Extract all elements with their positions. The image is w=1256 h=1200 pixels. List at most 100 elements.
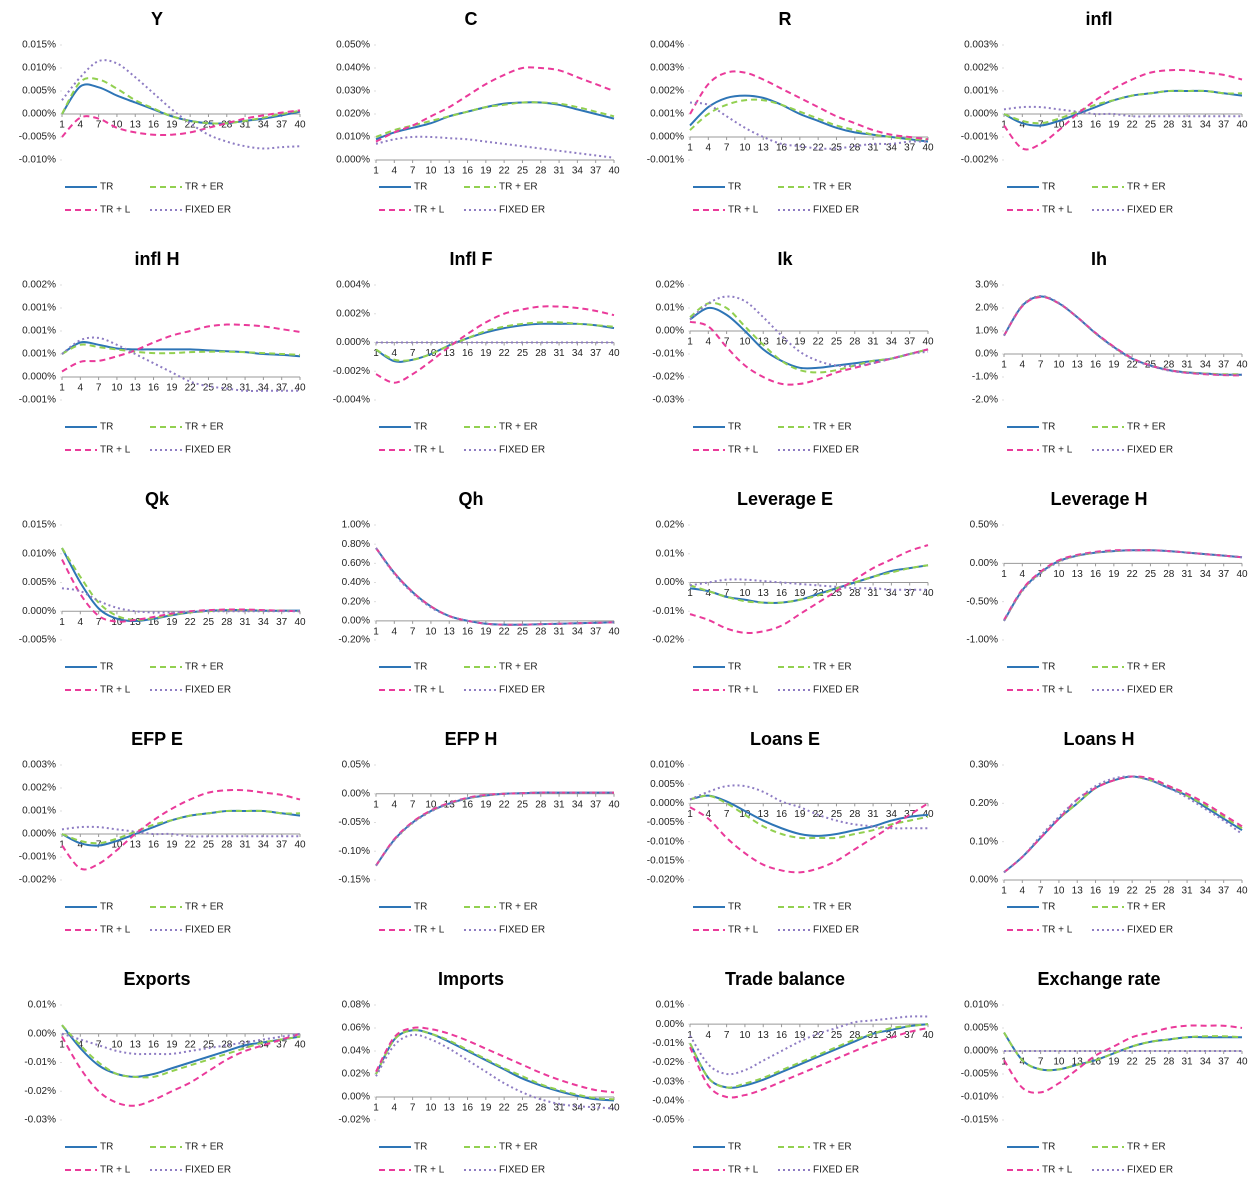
x-tick-label: 19	[794, 588, 806, 599]
series-line	[61, 323, 301, 373]
legend-label: TR + ER	[813, 662, 852, 673]
y-tick-label: 0.01%	[656, 548, 684, 559]
series-line	[689, 578, 928, 591]
series-line	[689, 70, 929, 141]
x-tick-label: 25	[203, 1039, 215, 1050]
y-tick-label: 0.015%	[22, 40, 56, 51]
x-tick-label: 10	[111, 1039, 123, 1050]
x-tick-label: 25	[831, 588, 843, 599]
y-tick-label: 0.01%	[656, 1000, 684, 1011]
legend-label: FIXED ER	[813, 925, 859, 936]
x-tick-label: 10	[425, 799, 437, 810]
x-tick-label: 4	[706, 143, 712, 154]
legend-label: TR + ER	[185, 662, 224, 673]
y-tick-label: -1.0%	[972, 372, 998, 383]
series-line	[689, 794, 929, 837]
legend-label: FIXED ER	[185, 445, 231, 456]
x-tick-label: 4	[78, 383, 84, 394]
legend-label: FIXED ER	[185, 1165, 231, 1176]
y-tick-label: -0.05%	[652, 1115, 684, 1126]
x-tick-label: 19	[480, 799, 492, 810]
y-tick-label: -0.02%	[652, 1057, 684, 1068]
legend-label: TR + L	[1042, 925, 1073, 936]
x-tick-label: 10	[1053, 120, 1065, 131]
series-line	[689, 101, 929, 150]
x-tick-label: 7	[1038, 360, 1044, 371]
y-tick-label: 0.05%	[342, 760, 370, 771]
y-tick-label: -0.015%	[961, 1115, 998, 1126]
legend-label: FIXED ER	[1127, 925, 1173, 936]
x-tick-label: 22	[813, 143, 825, 154]
x-tick-label: 1	[1001, 569, 1007, 580]
x-tick-label: 28	[1163, 569, 1175, 580]
x-tick-label: 1	[687, 809, 693, 820]
y-tick-label: -0.02%	[652, 372, 684, 383]
x-tick-label: 40	[1236, 569, 1248, 580]
legend-label: TR	[414, 902, 427, 913]
legend-label: TR	[414, 182, 427, 193]
x-tick-label: 13	[1072, 120, 1084, 131]
x-tick-label: 31	[1182, 1057, 1194, 1068]
y-tick-label: 0.004%	[650, 40, 684, 51]
x-tick-label: 40	[294, 1039, 306, 1050]
x-tick-label: 28	[1163, 360, 1175, 371]
y-tick-label: -0.01%	[652, 1038, 684, 1049]
x-tick-label: 16	[776, 337, 788, 348]
x-tick-label: 22	[185, 617, 197, 628]
x-tick-label: 13	[758, 1030, 770, 1041]
x-tick-label: 4	[78, 120, 84, 131]
x-tick-label: 10	[1053, 360, 1065, 371]
legend-label: FIXED ER	[813, 1165, 859, 1176]
chart-title: Imports	[438, 969, 504, 989]
y-tick-label: -0.004%	[333, 395, 370, 406]
x-tick-label: 4	[392, 348, 398, 359]
x-tick-label: 10	[111, 120, 123, 131]
chart-title: Exports	[123, 969, 190, 989]
x-tick-label: 22	[813, 1030, 825, 1041]
x-tick-label: 22	[499, 799, 511, 810]
series-line	[1003, 295, 1243, 377]
x-tick-label: 34	[1200, 569, 1212, 580]
legend-label: TR + L	[100, 1165, 131, 1176]
series-line	[689, 544, 929, 634]
x-tick-label: 16	[1090, 120, 1102, 131]
x-tick-label: 1	[59, 1039, 65, 1050]
x-tick-label: 22	[185, 1039, 197, 1050]
x-tick-label: 7	[1038, 1057, 1044, 1068]
y-tick-label: -0.02%	[652, 635, 684, 646]
x-tick-label: 40	[608, 1103, 620, 1114]
legend-label: TR	[414, 1142, 427, 1153]
y-tick-label: -0.03%	[652, 395, 684, 406]
x-tick-label: 40	[922, 143, 934, 154]
x-tick-label: 10	[739, 588, 751, 599]
x-tick-label: 37	[276, 383, 288, 394]
y-tick-label: 3.0%	[975, 280, 998, 291]
x-tick-label: 34	[258, 383, 270, 394]
y-tick-label: -0.001%	[19, 852, 56, 863]
legend-label: TR + ER	[813, 1142, 852, 1153]
x-tick-label: 25	[203, 120, 215, 131]
series-line	[61, 341, 301, 358]
y-tick-label: 1.0%	[975, 326, 998, 337]
legend-label: TR	[100, 902, 113, 913]
legend-label: FIXED ER	[185, 685, 231, 696]
x-tick-label: 37	[590, 1103, 602, 1114]
x-tick-label: 19	[1108, 569, 1120, 580]
x-tick-label: 28	[1163, 120, 1175, 131]
x-tick-label: 16	[1090, 569, 1102, 580]
x-tick-label: 28	[849, 588, 861, 599]
x-tick-label: 31	[868, 143, 880, 154]
x-tick-label: 37	[590, 348, 602, 359]
x-tick-label: 13	[444, 799, 456, 810]
x-tick-label: 16	[1090, 360, 1102, 371]
x-tick-label: 19	[166, 840, 178, 851]
chart-title: infl	[1086, 9, 1113, 29]
x-tick-label: 13	[758, 588, 770, 599]
y-tick-label: 0.60%	[342, 558, 370, 569]
y-tick-label: -0.002%	[961, 155, 998, 166]
x-tick-label: 22	[499, 348, 511, 359]
x-tick-label: 1	[59, 617, 65, 628]
legend-label: TR + L	[414, 685, 445, 696]
y-tick-label: -0.01%	[24, 1057, 56, 1068]
x-tick-label: 28	[221, 1039, 233, 1050]
